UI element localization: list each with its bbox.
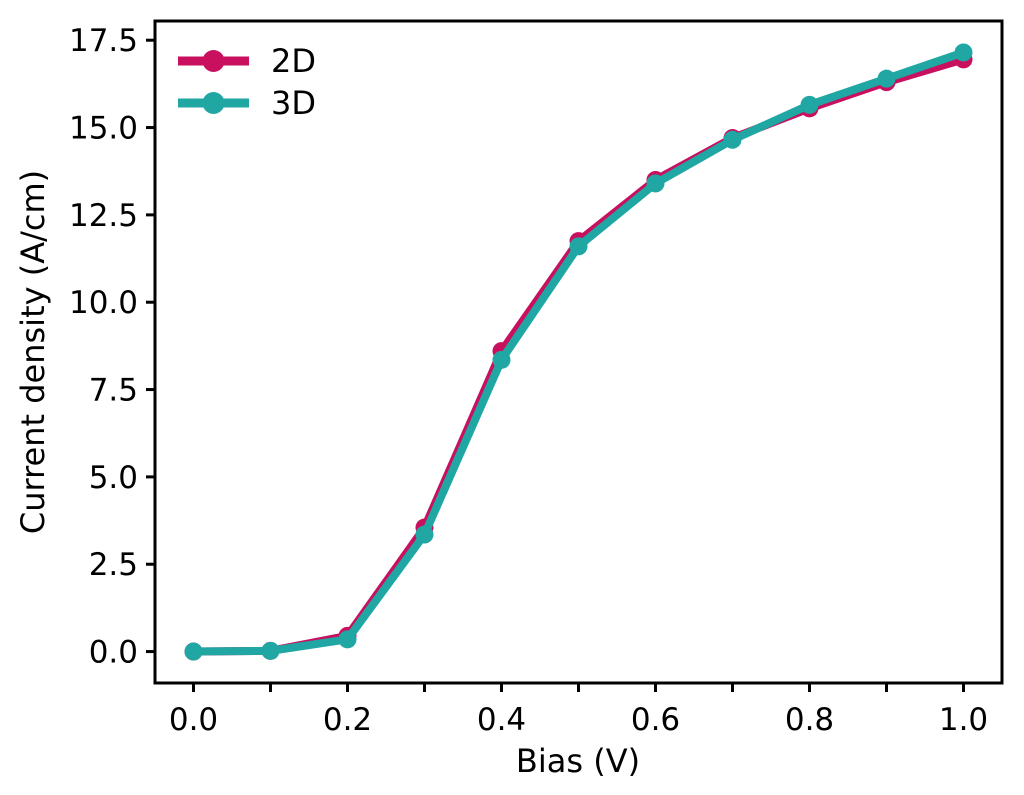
series-marker-3d	[800, 95, 819, 114]
series-marker-3d	[184, 642, 203, 661]
axis-ticks: 0.0 0.2 0.4 0.6 0.8 1.0 0.0 2.5 5.0 7.5 10.0 12.5 15…	[69, 23, 988, 738]
legend-marker-3d	[202, 92, 225, 114]
axes-box	[153, 19, 1004, 685]
series-marker-3d	[646, 174, 665, 193]
x-tick-label: 0.6	[631, 702, 680, 738]
series-marker-3d	[492, 350, 511, 369]
legend-marker-2d	[202, 50, 225, 72]
y-tick-label: 12.5	[69, 198, 138, 234]
y-tick-label: 7.5	[89, 373, 138, 409]
series-group	[184, 43, 973, 661]
x-tick-label: 0.0	[169, 702, 218, 738]
x-axis-label: Bias (V)	[516, 742, 640, 780]
x-tick-label: 1.0	[939, 702, 988, 738]
series-marker-3d	[723, 130, 742, 149]
x-tick-label: 0.2	[323, 702, 372, 738]
x-tick-label: 0.4	[477, 702, 526, 738]
series-marker-3d	[954, 43, 973, 62]
series-marker-3d	[261, 641, 280, 660]
y-tick-label: 10.0	[69, 285, 138, 321]
series-marker-3d	[415, 525, 434, 544]
series-line-2d	[189, 55, 968, 656]
series-line-3d	[189, 48, 968, 656]
y-axis-label: Current density (A/cm)	[14, 170, 52, 534]
series-marker-3d	[569, 237, 588, 256]
y-tick-label: 5.0	[89, 460, 138, 496]
series-marker-3d	[877, 69, 896, 88]
x-tick-label: 0.8	[785, 702, 834, 738]
y-tick-label: 2.5	[89, 547, 138, 583]
legend-label-3d: 3D	[271, 84, 316, 122]
legend-label-2d: 2D	[271, 42, 316, 80]
y-tick-label: 17.5	[69, 23, 138, 59]
series-marker-3d	[338, 630, 357, 649]
y-tick-label: 15.0	[69, 111, 138, 147]
y-tick-label: 0.0	[89, 635, 138, 671]
